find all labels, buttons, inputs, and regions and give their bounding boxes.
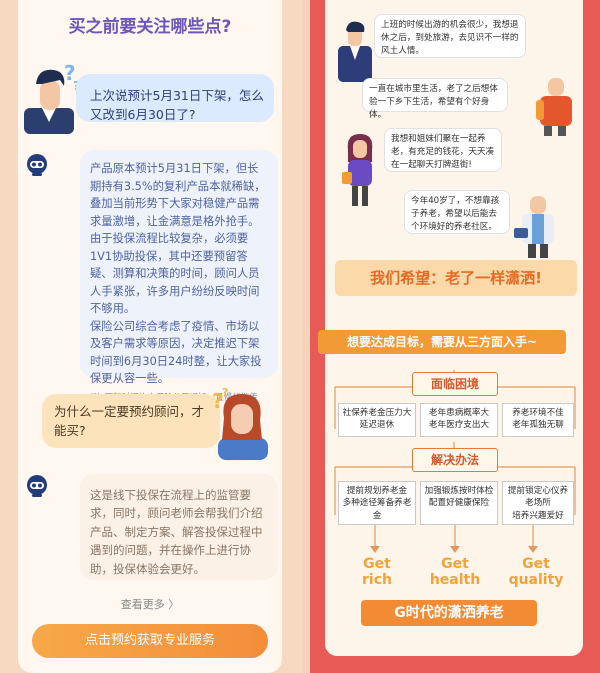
solution-cell-2: 加强锻炼按时体检 配置好健康保险 [420, 481, 498, 525]
question-1-bubble: 上次说预计5月31日下架，怎么又改到6月30日了? [76, 74, 274, 122]
arrow-down-icon [528, 546, 538, 553]
challenge-cell-1: 社保养老金压力大 延迟退休 [338, 403, 416, 437]
answer-2-bubble: 这是线下投保在流程上的监管要求，同时，顾问老师会帮我们介绍产品、制定方案、解答投… [80, 474, 278, 580]
arrow-down-icon [450, 546, 460, 553]
svg-text:?: ? [64, 62, 76, 85]
wish-bubble-2: 一直在城市里生活，老了之后想体验一下乡下生活，希望有个好身体。 [362, 78, 508, 120]
get-quality-label: Get quality [508, 556, 564, 589]
solution-cell-1: 提前规划养老金 多种途径筹备养老金 [338, 481, 416, 525]
challenges-heading: 面临困境 [412, 372, 498, 396]
answer-1-paragraph-1: 产品原本预计5月31日下架，但长期持有3.5%的复利产品本就稀缺，叠加当前形势下… [90, 162, 266, 228]
get-rich-label: Get rich [362, 556, 392, 589]
solution-cell-3: 提前锁定心仪养老场所 培养兴趣爱好 [502, 481, 574, 525]
svg-text:?: ? [212, 389, 224, 413]
answer-1-bubble: 产品原本预计5月31日下架，但长期持有3.5%的复利产品本就稀缺，叠加当前形势下… [80, 150, 278, 416]
challenge-cell-3: 养老环境不佳 老年孤独无聊 [502, 403, 574, 437]
faq-title: 买之前要关注哪些点? [68, 17, 232, 37]
arrow-down-icon [370, 546, 380, 553]
get-health-label: Get health [429, 556, 481, 589]
backpacker-illustration-icon [536, 78, 572, 136]
wish-bubble-4: 今年40岁了，不想靠孩子养老，希望以后能去个环境好的养老社区。 [404, 190, 510, 234]
goal-banner: 想要达成目标，需要从三方面入手~ [318, 330, 566, 354]
book-consultant-button[interactable]: 点击预约获取专业服务 [32, 624, 268, 658]
businessman-illustration-icon [338, 21, 372, 82]
challenge-cell-2: 老年患病概率大 老年医疗支出大 [420, 403, 498, 437]
svg-text:?: ? [222, 388, 228, 399]
older-man-illustration-icon [514, 196, 554, 258]
answer-1-paragraph-3: 保险公司综合考虑了疫情、市场以及客户需求等原因，决定推迟下架时间到6月30日24… [90, 319, 262, 386]
hope-banner: 我们希望：老了一样潇洒! [335, 260, 577, 296]
solutions-heading: 解决办法 [412, 448, 498, 472]
woman-shopper-illustration-icon [342, 134, 373, 206]
answer-1-paragraph-2: 由于投保流程比较复杂，必须要1V1协助投保，其中还要预留答疑、测算和决策的时间，… [90, 232, 260, 315]
question-2-bubble: 为什么一定要预约顾问，才能买? [42, 394, 220, 448]
slogan-banner: G时代的潇洒养老 [361, 600, 537, 626]
faq-card: 买之前要关注哪些点? ? ? 上次说预计5月31日下架，怎么又改到6月30日了?… [18, 0, 282, 673]
woman-avatar-icon: ? ? [212, 388, 268, 460]
wish-bubble-1: 上班的时候出游的机会很少，我想退休之后，到处旅游，去见识不一样的风土人情。 [374, 14, 526, 58]
robot-avatar-icon [27, 475, 47, 497]
man-avatar-icon: ? ? [24, 62, 80, 134]
wish-bubble-3: 我想和姐妹们聚在一起养老，有充足的钱花，天天凑在一起聊天打牌逛街! [384, 128, 502, 172]
see-more-link[interactable]: 查看更多 〉 [120, 598, 180, 611]
robot-avatar-icon [27, 154, 47, 176]
